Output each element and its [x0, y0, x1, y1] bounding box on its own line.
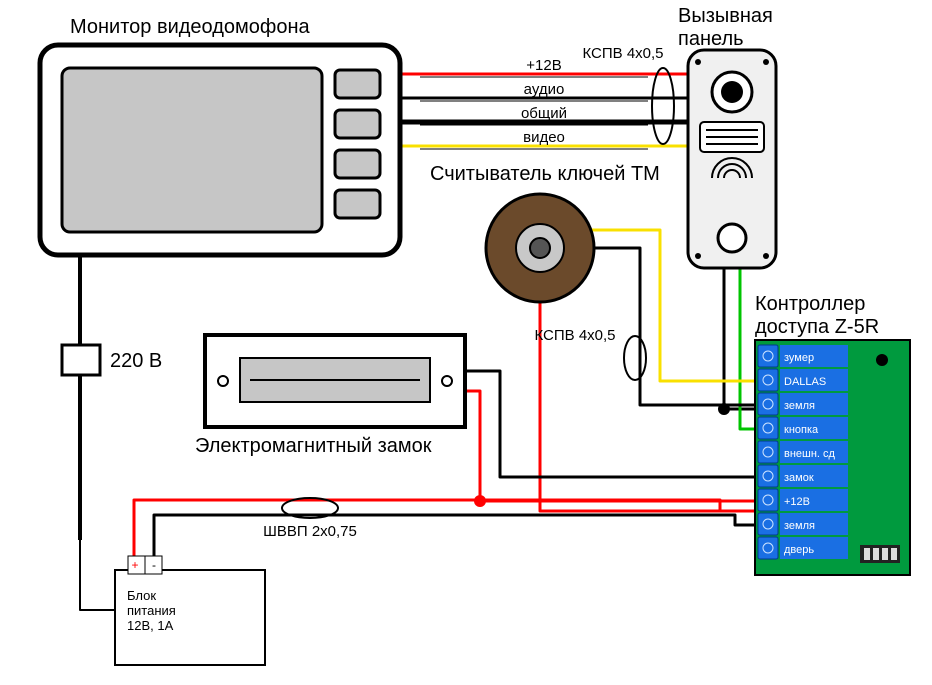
wire-label: +12В	[526, 57, 561, 74]
wire	[154, 515, 755, 556]
cable-bundle-icon	[624, 336, 646, 380]
ac-symbol	[62, 345, 100, 375]
terminal-label: земля	[784, 400, 815, 412]
monitor-button[interactable]	[335, 70, 380, 98]
wire	[465, 391, 755, 501]
terminal-screw[interactable]	[758, 441, 778, 463]
terminal-screw[interactable]	[758, 369, 778, 391]
lock-title: Электромагнитный замок	[195, 435, 432, 457]
cable-label: КСПВ 4х0,5	[582, 45, 663, 62]
monitor-screen-icon	[62, 68, 322, 232]
terminal-screw[interactable]	[758, 393, 778, 415]
terminal-label: замок	[784, 472, 814, 484]
psu-minus-label: -	[152, 558, 156, 572]
cable-label: ШВВП 2х0,75	[263, 523, 357, 540]
wire	[80, 540, 115, 610]
terminal-label: земля	[784, 520, 815, 532]
tm-contact-icon	[530, 238, 550, 258]
terminal-label: +12В	[784, 496, 810, 508]
cable-label: КСПВ 4х0,5	[534, 327, 615, 344]
terminal-screw[interactable]	[758, 417, 778, 439]
terminal-screw[interactable]	[758, 537, 778, 559]
call-button[interactable]	[718, 224, 746, 252]
controller-title: Контроллердоступа Z-5R	[755, 293, 879, 338]
terminal-label: зумер	[784, 352, 814, 364]
camera-lens-icon	[721, 81, 743, 103]
wire-label: общий	[521, 105, 567, 122]
monitor-button[interactable]	[335, 190, 380, 218]
cable-bundle-icon	[652, 68, 674, 144]
terminal-label: внешн. сд	[784, 448, 836, 460]
call-panel-title: Вызывнаяпанель	[678, 5, 773, 50]
wire	[134, 500, 755, 556]
monitor-title: Монитор видеодомофона	[70, 16, 311, 38]
terminal-screw[interactable]	[758, 489, 778, 511]
wire-label: видео	[523, 129, 565, 146]
wire	[465, 371, 755, 477]
wire-label: аудио	[524, 81, 565, 98]
terminal-screw[interactable]	[758, 345, 778, 367]
reader-title: Считыватель ключей ТМ	[430, 163, 660, 185]
terminal-screw[interactable]	[758, 513, 778, 535]
buzzer-icon	[876, 354, 888, 366]
terminal-label: DALLAS	[784, 376, 826, 388]
ac-label: 220 В	[110, 350, 162, 372]
terminal-label: дверь	[784, 544, 814, 556]
monitor-button[interactable]	[335, 110, 380, 138]
terminal-screw[interactable]	[758, 465, 778, 487]
monitor-button[interactable]	[335, 150, 380, 178]
psu-plus-label: +	[131, 558, 138, 572]
terminal-label: кнопка	[784, 424, 819, 436]
